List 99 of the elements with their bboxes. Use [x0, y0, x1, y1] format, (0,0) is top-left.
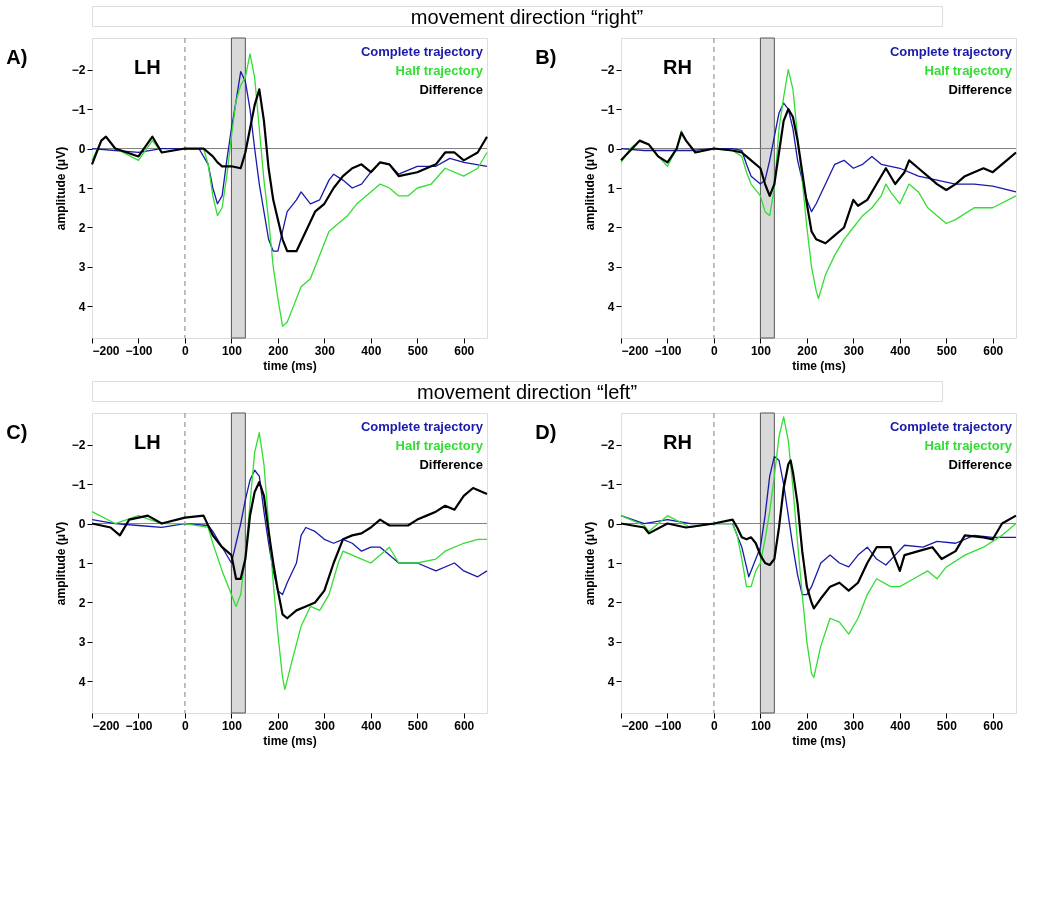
series-label: Difference [419, 457, 483, 472]
y-tick-label: 1 [607, 181, 615, 196]
y-tick-label: −2 [600, 438, 615, 453]
y-tick-label: 0 [607, 517, 615, 532]
x-tick-label: 500 [407, 343, 429, 358]
x-tick-label: 400 [361, 343, 382, 358]
chart-title: A) [6, 45, 28, 68]
line-series [620, 416, 1017, 679]
y-tick-label: 0 [78, 517, 86, 532]
text: Half trajectory [395, 438, 484, 453]
x-tick-label: 200 [268, 343, 289, 358]
x-tick-label: 0 [711, 343, 719, 358]
x-tick-label: 200 [797, 718, 818, 733]
y-tick-label: 4 [607, 674, 615, 689]
chart-subtitle: movement direction “right” [410, 6, 644, 28]
annotation: LH [134, 56, 161, 78]
y-tick-label: 2 [78, 595, 86, 610]
x-tick-label: 600 [983, 343, 1004, 358]
x-tick-label: 400 [361, 718, 382, 733]
line-series [91, 432, 488, 690]
y-tick-label: −1 [71, 477, 86, 492]
y-tick-label: 3 [78, 260, 86, 275]
x-tick-label: 400 [890, 343, 911, 358]
y-tick-label: 1 [78, 556, 86, 571]
y-tick-label: −1 [600, 477, 615, 492]
text: Difference [948, 457, 1012, 472]
text: Half trajectory [924, 63, 1013, 78]
y-axis-title: amplitude (μV) [582, 146, 597, 231]
x-tick-label: 500 [407, 718, 429, 733]
annotation: RH [663, 431, 692, 453]
x-tick-label: −100 [125, 343, 153, 358]
x-tick-label: 100 [750, 343, 772, 358]
x-tick-label: −100 [654, 343, 682, 358]
y-tick-label: 3 [78, 635, 86, 650]
y-tick-label: −1 [71, 102, 86, 117]
x-tick-label: 600 [983, 718, 1004, 733]
text: Complete trajectory [889, 419, 1013, 434]
chart-subtitle: movement direction “left” [416, 381, 638, 403]
y-tick-label: 1 [607, 556, 615, 571]
x-tick-label: −200 [621, 718, 649, 733]
y-tick-label: −2 [71, 438, 86, 453]
x-tick-label: 300 [843, 718, 865, 733]
x-tick-label: 300 [843, 343, 865, 358]
x-tick-label: 100 [221, 343, 243, 358]
y-tick-label: −2 [71, 63, 86, 78]
x-tick-label: 0 [182, 718, 190, 733]
y-tick-label: 4 [78, 674, 86, 689]
x-tick-label: 300 [314, 718, 336, 733]
y-tick-label: 4 [607, 299, 615, 314]
chart-title: C) [6, 420, 28, 443]
x-axis-title: time (ms) [792, 733, 846, 748]
y-tick-label: 3 [607, 635, 615, 650]
x-tick-label: 300 [314, 343, 336, 358]
text: Difference [419, 82, 483, 97]
x-axis-title: time (ms) [263, 358, 317, 373]
text: Complete trajectory [360, 44, 484, 59]
x-tick-label: −200 [92, 343, 120, 358]
line-series [91, 469, 488, 596]
text: Complete trajectory [889, 44, 1013, 59]
x-tick-label: 500 [936, 343, 958, 358]
x-tick-label: 100 [750, 718, 772, 733]
line-series [619, 107, 1018, 245]
y-axis-title: amplitude (μV) [53, 146, 68, 231]
x-tick-label: 100 [221, 718, 243, 733]
text: Difference [948, 82, 1012, 97]
x-axis-title: time (ms) [263, 733, 317, 748]
y-tick-label: 2 [78, 220, 86, 235]
y-tick-label: 2 [607, 220, 615, 235]
x-tick-label: −100 [125, 718, 153, 733]
y-tick-label: 0 [607, 142, 615, 157]
y-tick-label: 4 [78, 299, 86, 314]
x-tick-label: 400 [890, 718, 911, 733]
x-axis-title: time (ms) [792, 358, 846, 373]
annotation: RH [663, 56, 692, 78]
text: Half trajectory [395, 63, 484, 78]
x-tick-label: 200 [797, 343, 818, 358]
x-tick-label: 0 [182, 343, 190, 358]
x-tick-label: 200 [268, 718, 289, 733]
y-tick-label: −1 [600, 102, 615, 117]
y-tick-label: −2 [600, 63, 615, 78]
x-tick-label: 600 [454, 343, 475, 358]
x-tick-label: 600 [454, 718, 475, 733]
x-tick-label: 500 [936, 718, 958, 733]
x-tick-label: −100 [654, 718, 682, 733]
y-tick-label: 0 [78, 142, 86, 157]
x-tick-label: 0 [711, 718, 719, 733]
annotation: LH [134, 431, 161, 453]
x-tick-label: −200 [92, 718, 120, 733]
chart-title: B) [535, 45, 557, 68]
chart-title: D) [535, 420, 557, 443]
y-tick-label: 2 [607, 595, 615, 610]
y-tick-label: 3 [607, 260, 615, 275]
y-axis-title: amplitude (μV) [582, 521, 597, 606]
line-series [620, 102, 1017, 213]
y-axis-title: amplitude (μV) [53, 521, 68, 606]
x-tick-label: −200 [621, 343, 649, 358]
y-tick-label: 1 [78, 181, 86, 196]
text: Half trajectory [924, 438, 1013, 453]
text: Complete trajectory [360, 419, 484, 434]
